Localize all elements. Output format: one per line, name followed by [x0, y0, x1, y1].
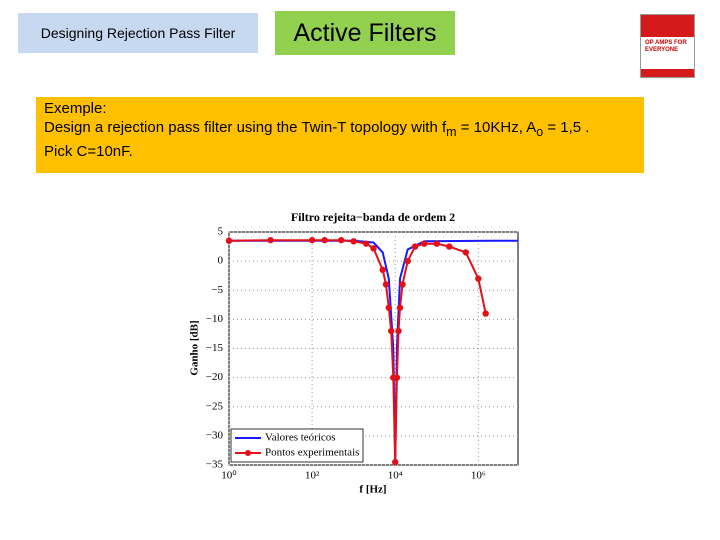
data-point — [379, 266, 386, 274]
title-text: Active Filters — [293, 18, 437, 47]
data-point — [267, 236, 274, 244]
y-tick-label: −15 — [206, 342, 224, 354]
data-point — [337, 236, 345, 244]
subscript: m — [446, 125, 457, 139]
y-tick-label: 5 — [218, 226, 224, 238]
data-point — [392, 458, 399, 466]
data-point — [385, 304, 392, 311]
data-point — [396, 304, 404, 311]
y-axis-label: Ganho [dB] — [189, 320, 201, 375]
book-cover: OP AMPS FOR EVERYONE — [640, 14, 695, 78]
data-point — [421, 240, 428, 247]
y-tick-label: −5 — [211, 284, 223, 296]
subscript: o — [536, 125, 544, 139]
section-text: Designing Rejection Pass Filter — [40, 25, 236, 41]
x-tick-label: 10⁶ — [471, 470, 486, 482]
x-axis-label: f [Hz] — [359, 484, 386, 496]
data-point — [399, 281, 406, 288]
book-band — [641, 69, 694, 77]
data-point — [350, 238, 357, 245]
x-tick-label: 10⁴ — [388, 470, 403, 482]
data-point — [395, 327, 402, 335]
y-tick-label: −35 — [206, 459, 224, 471]
data-point — [225, 237, 233, 244]
example-box: Exemple: Design a rejection pass filter … — [36, 97, 644, 173]
data-point — [433, 240, 440, 247]
y-tick-label: −10 — [206, 313, 224, 325]
data-point — [362, 240, 370, 247]
data-point — [411, 243, 419, 250]
data-point — [462, 249, 470, 256]
legend-label: Pontos experimentais — [265, 447, 359, 459]
book-band — [641, 15, 694, 37]
x-tick-label: 10⁰ — [221, 470, 237, 482]
data-point — [404, 257, 411, 265]
example-line: Design a rejection pass filter using the… — [44, 118, 636, 142]
legend-box — [230, 428, 364, 463]
text: = 1,5 . — [543, 119, 590, 136]
legend-marker — [245, 450, 251, 456]
y-tick-label: −25 — [206, 400, 224, 412]
data-point — [370, 245, 377, 252]
y-tick-label: −30 — [206, 429, 224, 441]
example-heading: Exemple: — [44, 100, 107, 117]
data-point — [321, 236, 328, 244]
data-point — [475, 275, 482, 282]
y-tick-label: 0 — [218, 255, 224, 267]
example-line: Pick C=10nF. — [44, 143, 133, 160]
data-point — [308, 236, 316, 244]
data-point — [388, 327, 395, 335]
data-point — [382, 281, 390, 288]
text: Design a rejection pass filter using the… — [44, 119, 447, 136]
section-label: Designing Rejection Pass Filter — [18, 13, 258, 53]
book-title: OP AMPS FOR EVERYONE — [645, 40, 687, 53]
data-point — [482, 310, 489, 317]
data-point — [393, 374, 401, 381]
x-tick-label: 10² — [305, 470, 320, 482]
data-point — [446, 243, 453, 250]
chart-title: Filtro rejeita−banda de ordem 2 — [291, 210, 455, 224]
title-box: Active Filters — [275, 11, 455, 55]
text: = 10KHz, A — [456, 119, 537, 136]
y-tick-label: −20 — [206, 371, 224, 383]
legend-label: Valores teóricos — [265, 432, 336, 444]
